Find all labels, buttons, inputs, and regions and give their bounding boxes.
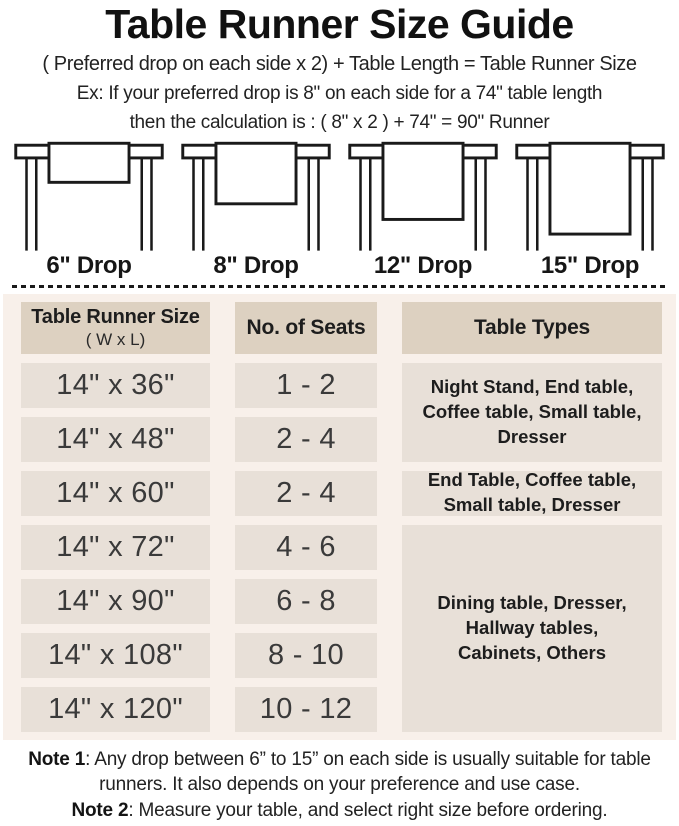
seats-value: 2 - 4 (276, 476, 336, 509)
runner-size-cell: 14" x 48" (21, 416, 210, 462)
note-1-text: : Any drop between 6” to 15” on each sid… (85, 748, 651, 796)
header-seats: No. of Seats (235, 301, 377, 354)
table-types-text: End Table, Coffee table, Small table, Dr… (427, 469, 637, 516)
runner-size-cell: 14" x 60" (21, 470, 210, 516)
note-2-text: : Measure your table, and select right s… (128, 799, 608, 821)
seats-value: 1 - 2 (276, 368, 336, 401)
table-runner-illustration-6in (14, 141, 164, 251)
table-runner-illustration-8in (181, 141, 331, 251)
table-types-cell-small: Night Stand, End table, Coffee table, Sm… (402, 362, 662, 462)
runner-size-value: 14" x 48" (56, 422, 175, 455)
runner-size-cell: 14" x 90" (21, 578, 210, 624)
seats-value: 4 - 6 (276, 530, 336, 563)
note-2-label: Note 2 (71, 799, 129, 821)
drop-figure-15in: 15" Drop (507, 141, 673, 280)
runner-size-cell: 14" x 72" (21, 524, 210, 570)
seats-value: 2 - 4 (276, 422, 336, 455)
table-runner-illustration-15in (515, 141, 665, 251)
runner-size-value: 14" x 72" (56, 530, 175, 563)
drop-label-8in: 8" Drop (213, 251, 299, 279)
drop-figure-8in: 8" Drop (173, 141, 339, 280)
seats-cell: 1 - 2 (235, 362, 377, 408)
seats-cell: 4 - 6 (235, 524, 377, 570)
drop-figures-row: 6" Drop 8" Drop 12" Drop (0, 135, 679, 280)
header-seats-label: No. of Seats (246, 315, 366, 339)
seats-value: 6 - 8 (276, 584, 336, 617)
drop-label-6in: 6" Drop (46, 251, 132, 279)
note-2: Note 2: Measure your table, and select r… (2, 798, 677, 823)
size-guide-table: Table Runner Size ( W x L) No. of Seats … (21, 301, 662, 732)
formula-text: ( Preferred drop on each side x 2) + Tab… (42, 53, 637, 76)
header-runner-size-title: Table Runner Size (31, 305, 200, 328)
header-runner-size: Table Runner Size ( W x L) (21, 301, 210, 354)
size-guide-panel: Table Runner Size ( W x L) No. of Seats … (3, 293, 676, 740)
drop-figure-6in: 6" Drop (6, 141, 172, 280)
header-table-types-label: Table Types (473, 315, 591, 339)
seats-cell: 2 - 4 (235, 416, 377, 462)
runner-size-value: 14" x 60" (56, 476, 175, 509)
seats-cell: 6 - 8 (235, 578, 377, 624)
dashed-divider (12, 284, 667, 288)
header-table-types: Table Types (402, 301, 662, 354)
page-title: Table Runner Size Guide (105, 1, 574, 47)
seats-value: 8 - 10 (268, 638, 344, 671)
table-types-cell-large: Dining table, Dresser, Hallway tables, C… (402, 524, 662, 732)
note-1-label: Note 1 (28, 748, 86, 770)
runner-size-cell: 14" x 120" (21, 686, 210, 732)
example-line-1: Ex: If your preferred drop is 8" on each… (76, 83, 603, 105)
drop-figure-12in: 12" Drop (340, 141, 506, 280)
seats-cell: 2 - 4 (235, 470, 377, 516)
runner-size-cell: 14" x 108" (21, 632, 210, 678)
header-runner-size-sub: ( W x L) (85, 329, 146, 349)
runner-size-value: 14" x 120" (48, 692, 183, 725)
table-types-text: Night Stand, End table, Coffee table, Sm… (422, 375, 642, 447)
example-line-2: then the calculation is : ( 8" x 2 ) + 7… (129, 112, 550, 134)
runner-size-value: 14" x 108" (48, 638, 183, 671)
notes-section: Note 1: Any drop between 6” to 15” on ea… (0, 747, 679, 823)
table-types-cell-medium: End Table, Coffee table, Small table, Dr… (402, 469, 662, 516)
table-runner-illustration-12in (348, 141, 498, 251)
runner-size-value: 14" x 90" (56, 584, 175, 617)
table-types-text: Dining table, Dresser, Hallway tables, C… (437, 591, 627, 663)
seats-cell: 8 - 10 (235, 632, 377, 678)
drop-label-15in: 15" Drop (540, 251, 640, 279)
seats-cell: 10 - 12 (235, 686, 377, 732)
runner-size-value: 14" x 36" (56, 368, 175, 401)
seats-value: 10 - 12 (259, 692, 353, 725)
runner-size-cell: 14" x 36" (21, 362, 210, 408)
note-1: Note 1: Any drop between 6” to 15” on ea… (2, 747, 677, 798)
drop-label-12in: 12" Drop (373, 251, 473, 279)
